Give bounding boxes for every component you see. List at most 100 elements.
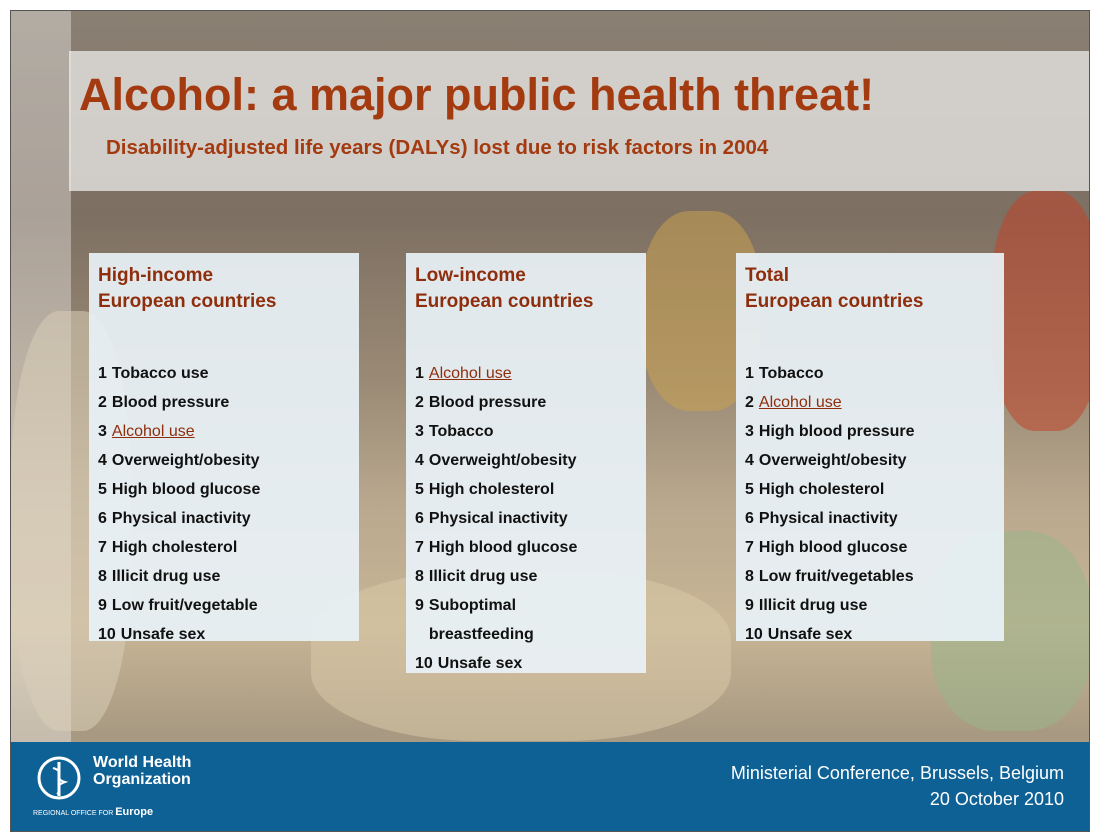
logo-line: Organization xyxy=(93,771,191,788)
item-rank: 10 xyxy=(415,655,433,672)
item-text: Alcohol use xyxy=(111,423,195,440)
list-item: 9 Low fruit/vegetable xyxy=(98,591,359,620)
item-text: Alcohol use xyxy=(428,365,512,382)
item-rank: 9 xyxy=(415,597,424,614)
item-rank: 9 xyxy=(98,597,107,614)
item-rank: 8 xyxy=(745,568,754,585)
item-rank: 6 xyxy=(98,510,107,527)
slide: Alcohol: a major public health threat! D… xyxy=(10,10,1090,832)
item-text: Physical inactivity xyxy=(428,510,568,527)
list-item: 8 Illicit drug use xyxy=(98,562,359,591)
column: High-income European countries 1 Tobacco us… xyxy=(89,253,359,643)
region-name: Europe xyxy=(115,806,154,818)
item-rank: 10 xyxy=(98,626,116,643)
item-text: Physical inactivity xyxy=(111,510,251,527)
list-item: 7 High cholesterol xyxy=(98,533,359,562)
who-emblem xyxy=(37,756,81,800)
list-item: 2 Blood pressure xyxy=(415,388,646,417)
item-rank: 9 xyxy=(745,597,754,614)
heading-line: European countries xyxy=(745,291,924,312)
list-item: 10 Unsafe sex xyxy=(415,649,646,678)
item-rank: 2 xyxy=(98,394,107,411)
list-item: 3 Tobacco xyxy=(415,417,646,446)
item-rank: 8 xyxy=(98,568,107,585)
item-text: Suboptimal breastfeeding xyxy=(428,597,534,643)
item-text: Illicit drug use xyxy=(758,597,868,614)
item-rank: 3 xyxy=(415,423,424,440)
item-text: Tobacco xyxy=(428,423,494,440)
column: Total European countries 1 Tobacco 2 Alcohol … xyxy=(736,253,1004,643)
event-line: Ministerial Conference, Brussels, Belgiu… xyxy=(730,763,1064,783)
list-item: 3 Alcohol use xyxy=(98,417,359,446)
item-text: Unsafe sex xyxy=(437,655,523,672)
list-item: 5 High cholesterol xyxy=(745,475,1004,504)
item-rank: 4 xyxy=(745,452,754,469)
heading-line: High-income xyxy=(98,265,214,286)
item-text: Blood pressure xyxy=(111,394,230,411)
heading-line: Low-income xyxy=(415,265,526,286)
subtitle: Disability-adjusted life years (DALYs) l… xyxy=(106,136,769,159)
list-item: 9 Suboptimal breastfeeding xyxy=(415,591,646,649)
logo-line: World Health xyxy=(93,754,192,771)
item-text: Alcohol use xyxy=(758,394,842,411)
column-heading: Total European countries xyxy=(745,263,1004,315)
item-text: Blood pressure xyxy=(428,394,547,411)
background-shape xyxy=(991,191,1089,431)
item-text: Physical inactivity xyxy=(758,510,898,527)
event-line: 20 October 2010 xyxy=(929,789,1064,809)
item-rank: 6 xyxy=(415,510,424,527)
list-item: 1 Alcohol use xyxy=(415,359,646,388)
item-rank: 2 xyxy=(745,394,754,411)
item-text: High blood glucose xyxy=(428,539,578,556)
item-rank: 5 xyxy=(745,481,754,498)
item-rank: 5 xyxy=(98,481,107,498)
column-heading: High-income European countries xyxy=(98,263,359,315)
item-text: Low fruit/vegetables xyxy=(758,568,914,585)
item-rank: 3 xyxy=(745,423,754,440)
list-item: 7 High blood glucose xyxy=(745,533,1004,562)
item-text: High cholesterol xyxy=(111,539,238,556)
list-item: 10 Unsafe sex xyxy=(745,620,1004,649)
item-text: Overweight/obesity xyxy=(111,452,260,469)
item-text: High cholesterol xyxy=(428,481,555,498)
list-item: 5 High cholesterol xyxy=(415,475,646,504)
list-item: 8 Illicit drug use xyxy=(415,562,646,591)
item-rank: 7 xyxy=(415,539,424,556)
column-heading: Low-income European countries xyxy=(415,263,646,315)
region-prefix: REGIONAL OFFICE FOR xyxy=(33,810,114,817)
item-rank: 6 xyxy=(745,510,754,527)
title-band xyxy=(69,51,1089,191)
event: Ministerial Conference, Brussels, Belgiu… xyxy=(731,760,1064,812)
item-rank: 7 xyxy=(98,539,107,556)
item-text: High cholesterol xyxy=(758,481,885,498)
heading-line: Total xyxy=(745,265,789,286)
item-text: Illicit drug use xyxy=(428,568,538,585)
column: Low-income European countries 1 Alcohol use… xyxy=(406,253,646,673)
logo-text: World Health Organization xyxy=(93,754,191,788)
item-rank: 5 xyxy=(415,481,424,498)
item-rank: 8 xyxy=(415,568,424,585)
list-item: 4 Overweight/obesity xyxy=(98,446,359,475)
item-text: Tobacco use xyxy=(111,365,209,382)
item-rank: 1 xyxy=(415,365,424,382)
list-item: 2 Blood pressure xyxy=(98,388,359,417)
item-text: Overweight/obesity xyxy=(428,452,577,469)
item-rank: 3 xyxy=(98,423,107,440)
list-item: 6 Physical inactivity xyxy=(415,504,646,533)
item-rank: 7 xyxy=(745,539,754,556)
item-rank: 1 xyxy=(745,365,754,382)
list-item: 9 Illicit drug use xyxy=(745,591,1004,620)
item-text: Unsafe sex xyxy=(767,626,853,643)
item-rank: 4 xyxy=(98,452,107,469)
item-rank: 10 xyxy=(745,626,763,643)
item-rank: 2 xyxy=(415,394,424,411)
list-item: 1 Tobacco xyxy=(745,359,1004,388)
item-rank: 1 xyxy=(98,365,107,382)
item-text: Tobacco xyxy=(758,365,824,382)
list-item: 7 High blood glucose xyxy=(415,533,646,562)
item-text: Low fruit/vegetable xyxy=(111,597,258,614)
item-rank: 4 xyxy=(415,452,424,469)
item-text: High blood glucose xyxy=(758,539,908,556)
footer: World Health Organization REGIONAL OFFIC… xyxy=(11,742,1089,831)
